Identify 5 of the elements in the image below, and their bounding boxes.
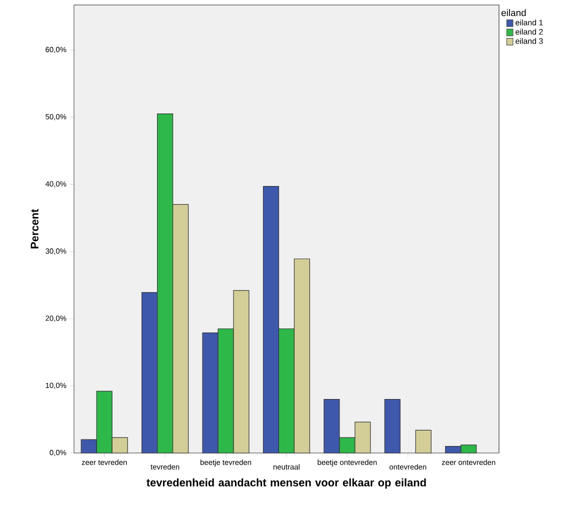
legend-title: eiland	[501, 9, 526, 16]
y-axis-title: Percent	[30, 209, 38, 248]
bar	[415, 430, 432, 454]
bar	[384, 398, 400, 454]
x-axis-title: tevredenheid aandacht mensen voor elkaar op eiland	[146, 478, 426, 489]
